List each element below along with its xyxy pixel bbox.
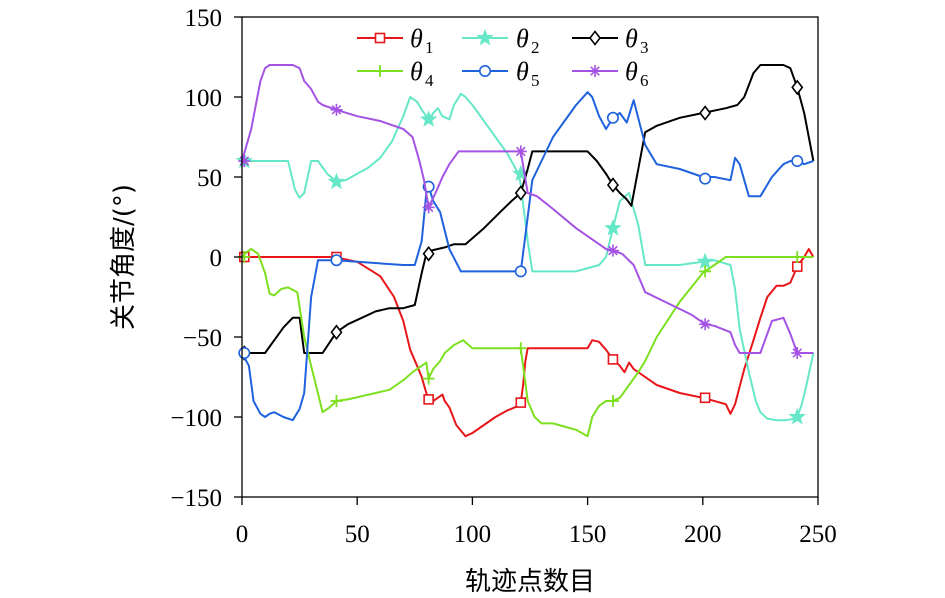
data-point-theta6 — [791, 347, 804, 359]
legend-marker-symbol — [589, 65, 601, 77]
x-axis-label: 轨迹点数目 — [465, 567, 595, 597]
data-point-theta5 — [606, 111, 619, 124]
legend-marker-theta6 — [589, 65, 601, 77]
y-axis-label: 关节角度/(°) — [109, 184, 139, 330]
legend-label-theta6: θ — [625, 57, 638, 86]
data-point-theta5 — [238, 346, 251, 359]
data-point-theta1 — [607, 354, 619, 365]
data-point-theta2 — [788, 407, 806, 425]
series-theta6 — [238, 64, 814, 359]
legend-item-theta4: θ 4 — [357, 57, 434, 90]
data-point-theta2 — [419, 110, 438, 127]
data-point-theta5 — [330, 254, 343, 267]
series-line-theta1 — [242, 248, 815, 438]
data-point-theta5 — [791, 155, 804, 168]
data-point-theta3 — [422, 245, 435, 262]
data-point-theta1 — [699, 392, 711, 404]
legend-label-theta1: θ — [410, 24, 423, 53]
series-theta1 — [239, 248, 815, 438]
data-point-theta3 — [791, 79, 804, 96]
legend-marker-theta2 — [476, 28, 494, 46]
legend: θ 1 θ 2 θ 3 θ 4 θ 5 — [357, 24, 649, 90]
legend-sub-theta5: 5 — [531, 71, 540, 90]
x-tick-label: 250 — [799, 521, 837, 548]
y-tick-label: −100 — [170, 405, 222, 432]
legend-marker-theta4 — [374, 65, 386, 77]
series-theta3 — [238, 64, 815, 361]
legend-sub-theta4: 4 — [425, 71, 434, 90]
legend-marker-theta1 — [374, 32, 386, 44]
data-point-theta6 — [699, 318, 712, 331]
ticks-layer: 0 50 100 150 200 250 −150 −100 −50 0 50 100 150 — [170, 5, 836, 548]
x-tick-label: 200 — [684, 521, 722, 548]
x-tick-label: 50 — [345, 521, 370, 548]
data-point-theta2 — [604, 219, 622, 236]
data-point-theta4 — [699, 265, 712, 278]
legend-sub-theta2: 2 — [531, 38, 540, 57]
data-point-theta6 — [238, 155, 251, 167]
data-point-theta5 — [514, 265, 527, 278]
data-point-theta3 — [606, 177, 619, 193]
legend-sub-theta6: 6 — [640, 71, 649, 90]
legend-marker-symbol — [374, 65, 386, 77]
series-line-theta2 — [242, 92, 815, 422]
legend-label-theta2: θ — [516, 24, 529, 53]
series-line-theta6 — [241, 64, 814, 354]
legend-label-theta3: θ — [625, 24, 638, 53]
legend-marker-symbol — [588, 30, 602, 46]
y-tick-label: 50 — [197, 165, 222, 192]
series-line-theta4 — [241, 248, 814, 438]
legend-label-theta5: θ — [516, 57, 529, 86]
data-point-theta1 — [791, 261, 803, 272]
data-point-theta6 — [330, 103, 343, 116]
legend-item-theta2: θ 2 — [462, 24, 540, 57]
data-point-theta3 — [330, 324, 343, 341]
data-point-theta6 — [514, 145, 527, 158]
legend-label-theta4: θ — [410, 57, 423, 86]
series-layer — [235, 64, 815, 438]
data-point-theta4 — [606, 395, 619, 407]
legend-sub-theta1: 1 — [425, 38, 434, 57]
legend-item-theta5: θ 5 — [462, 57, 540, 90]
y-tick-label: −150 — [170, 485, 222, 512]
data-point-theta3 — [699, 105, 712, 121]
data-point-theta3 — [514, 185, 527, 201]
x-tick-label: 150 — [569, 521, 607, 548]
x-tick-label: 0 — [236, 521, 249, 548]
legend-item-theta3: θ 3 — [572, 24, 649, 57]
data-point-theta6 — [606, 244, 619, 257]
y-tick-label: 100 — [185, 85, 223, 112]
data-point-theta6 — [422, 201, 435, 214]
x-tick-label: 100 — [454, 521, 492, 548]
data-point-theta1 — [423, 394, 434, 405]
y-tick-label: 0 — [210, 245, 223, 272]
y-tick-label: −50 — [183, 325, 222, 352]
data-point-theta4 — [330, 395, 343, 407]
series-theta4 — [238, 248, 814, 438]
legend-sub-theta3: 3 — [640, 38, 649, 57]
data-point-theta5 — [699, 172, 712, 185]
legend-marker-symbol — [374, 32, 386, 44]
series-line-theta3 — [242, 64, 815, 354]
legend-item-theta1: θ 1 — [357, 24, 434, 57]
data-point-theta1 — [515, 397, 527, 408]
legend-marker-symbol — [476, 28, 494, 46]
data-point-theta2 — [696, 252, 714, 270]
legend-marker-theta5 — [478, 65, 491, 78]
legend-marker-symbol — [478, 65, 491, 78]
data-point-theta4 — [422, 372, 435, 385]
y-tick-label: 150 — [185, 5, 223, 32]
legend-item-theta6: θ 6 — [572, 57, 649, 90]
data-point-theta4 — [514, 342, 527, 355]
data-point-theta4 — [791, 251, 804, 263]
data-point-theta2 — [327, 172, 346, 190]
legend-marker-theta3 — [588, 30, 602, 46]
